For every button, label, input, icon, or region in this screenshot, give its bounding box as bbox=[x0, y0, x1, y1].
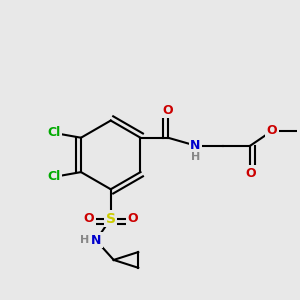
Text: H: H bbox=[191, 152, 200, 162]
Text: O: O bbox=[84, 212, 94, 225]
Text: O: O bbox=[245, 167, 256, 180]
Text: H: H bbox=[80, 235, 89, 245]
Text: O: O bbox=[267, 124, 277, 137]
Text: Cl: Cl bbox=[47, 126, 60, 139]
Text: S: S bbox=[106, 212, 116, 226]
Text: N: N bbox=[91, 234, 101, 247]
Text: Cl: Cl bbox=[47, 170, 60, 184]
Text: N: N bbox=[190, 139, 201, 152]
Text: O: O bbox=[127, 212, 138, 225]
Text: O: O bbox=[163, 104, 173, 117]
